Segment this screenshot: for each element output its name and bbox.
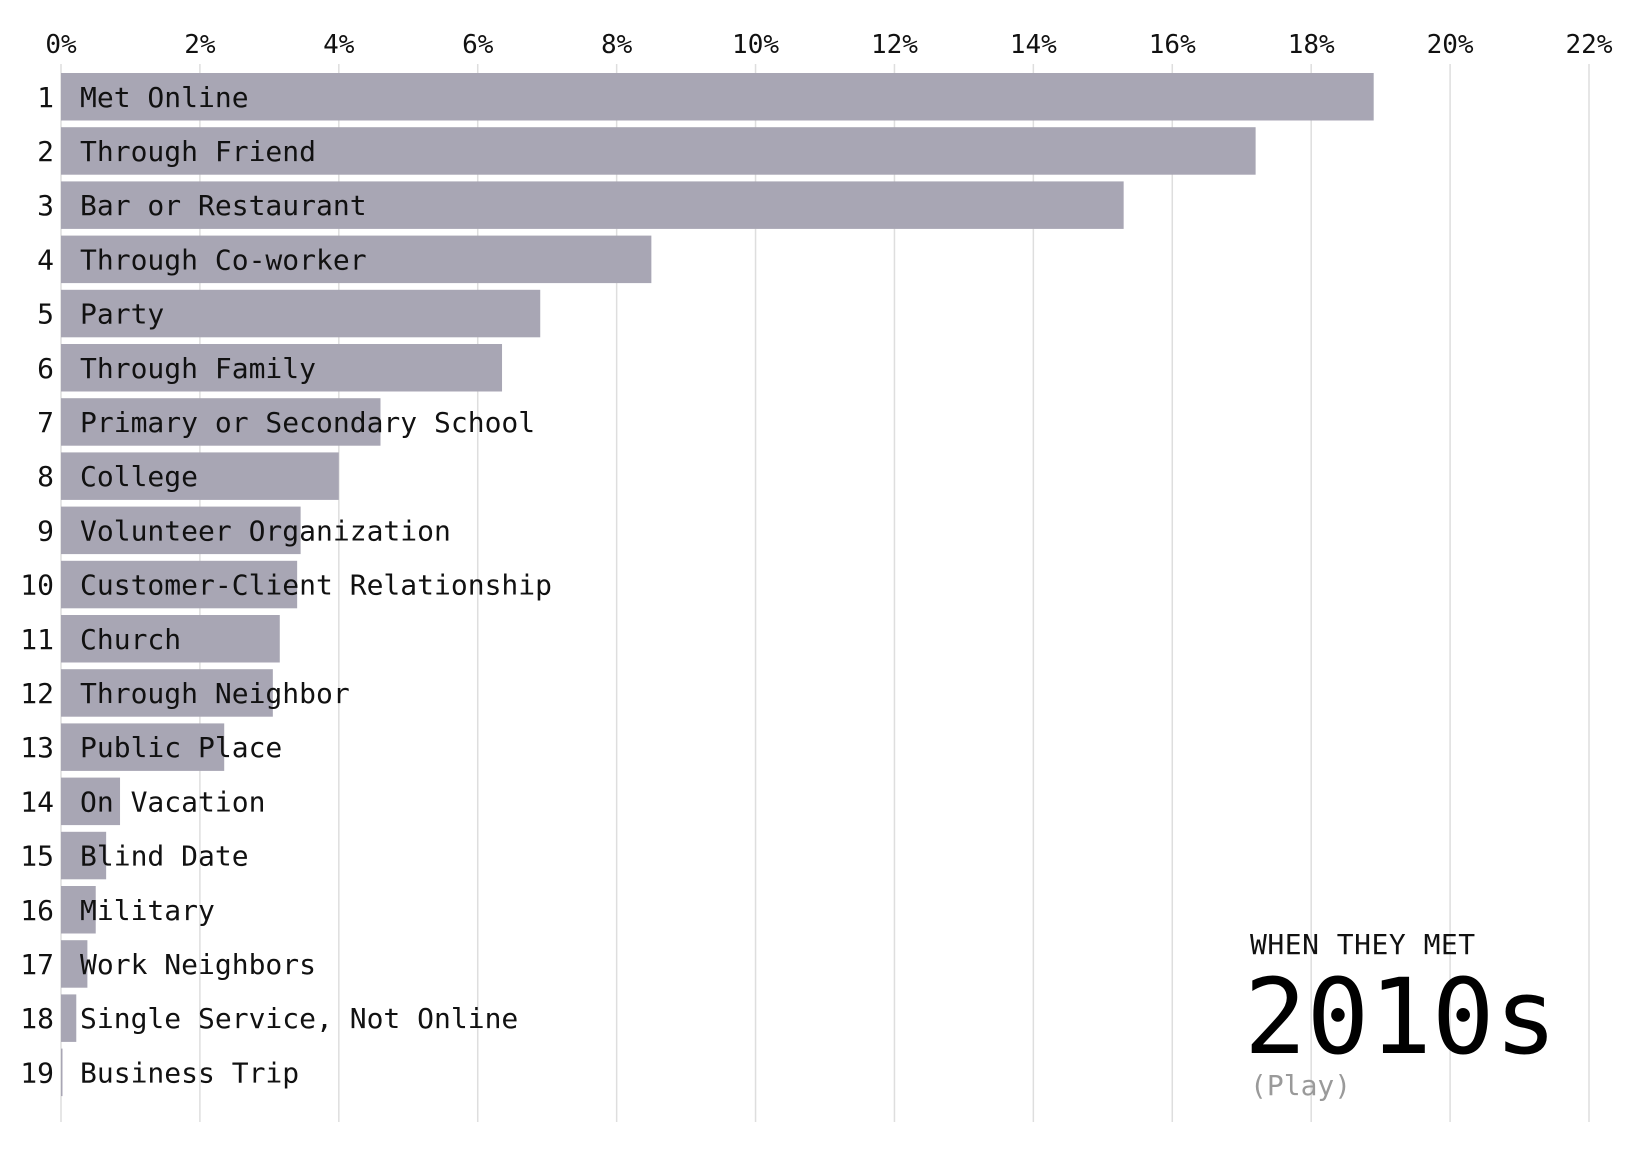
category-label: Public Place — [80, 731, 282, 764]
x-tick-label: 2% — [184, 30, 216, 60]
bar — [61, 506, 301, 555]
rank-label: 5 — [37, 298, 54, 331]
rank-label: 17 — [20, 948, 54, 981]
bar — [61, 994, 77, 1042]
rank-label: 19 — [20, 1056, 54, 1089]
rank-label: 6 — [37, 352, 54, 385]
rank-label: 12 — [20, 677, 54, 710]
bar — [61, 669, 273, 717]
rank-label: 14 — [20, 785, 54, 818]
x-tick-label: 6% — [462, 30, 494, 60]
category-label: Business Trip — [80, 1056, 299, 1089]
x-tick-label: 22% — [1566, 30, 1613, 60]
bar — [61, 723, 225, 771]
bar — [61, 940, 88, 988]
category-label: Through Co-worker — [80, 243, 367, 276]
era-value: 2010s — [1244, 956, 1558, 1078]
x-tick-label: 12% — [871, 30, 918, 60]
bar-labels: Met Online Through Friend Bar or Restauran… — [80, 81, 552, 1090]
bar — [61, 560, 298, 609]
category-label: Blind Date — [80, 840, 249, 873]
category-label: Through Family — [80, 352, 316, 385]
category-label: On Vacation — [80, 785, 265, 818]
rank-label: 8 — [37, 460, 54, 493]
category-label: Through Friend — [80, 135, 316, 168]
x-tick-label: 16% — [1149, 30, 1196, 60]
rank-label: 18 — [20, 1002, 54, 1035]
rank-label: 4 — [37, 243, 54, 276]
x-tick-label: 10% — [732, 30, 779, 60]
era-panel: WHEN THEY MET 2010s (Play) — [1244, 928, 1557, 1102]
category-label: Work Neighbors — [80, 948, 316, 981]
bar — [61, 777, 121, 826]
bar — [61, 73, 1374, 121]
rank-label: 15 — [20, 840, 54, 873]
rank-label: 10 — [20, 569, 54, 602]
category-label: Through Neighbor — [80, 677, 350, 710]
rank-label: 2 — [37, 135, 54, 168]
rank-label: 16 — [20, 894, 54, 927]
x-axis-tick-labels: 0% 2% 4% 6% 8% 10% 12% 14% 16% 18% 20% 22% — [45, 30, 1612, 60]
category-label: Party — [80, 298, 164, 331]
category-label: Church — [80, 623, 181, 656]
bar — [61, 1048, 63, 1097]
bar — [61, 235, 652, 284]
category-label: Primary or Secondary School — [80, 406, 535, 439]
bar — [61, 289, 541, 338]
play-button[interactable]: (Play) — [1250, 1069, 1352, 1102]
rank-label: 11 — [20, 623, 54, 656]
category-label: Military — [80, 894, 215, 927]
x-tick-label: 4% — [323, 30, 355, 60]
bar — [61, 127, 1256, 175]
category-label: Met Online — [80, 81, 249, 114]
bar — [61, 886, 96, 934]
bar — [61, 615, 280, 663]
bar — [61, 181, 1124, 229]
bar — [61, 452, 339, 500]
category-label: Single Service, Not Online — [80, 1002, 518, 1035]
category-label: Bar or Restaurant — [80, 189, 367, 222]
bars — [61, 73, 1374, 1097]
x-tick-label: 18% — [1288, 30, 1335, 60]
bar — [61, 344, 503, 392]
bar — [61, 831, 107, 880]
x-tick-label: 0% — [45, 30, 77, 60]
rank-label: 3 — [37, 189, 54, 222]
rank-label: 7 — [37, 406, 54, 439]
category-label: Customer-Client Relationship — [80, 569, 552, 602]
era-caption: WHEN THEY MET — [1250, 928, 1476, 961]
x-tick-label: 8% — [601, 30, 633, 60]
rank-label: 9 — [37, 514, 54, 547]
x-tick-label: 20% — [1427, 30, 1474, 60]
rank-label: 1 — [37, 81, 54, 114]
category-label: Volunteer Organization — [80, 514, 451, 547]
rank-label: 13 — [20, 731, 54, 764]
category-label: College — [80, 460, 198, 493]
bar — [61, 398, 381, 446]
x-tick-label: 14% — [1010, 30, 1057, 60]
